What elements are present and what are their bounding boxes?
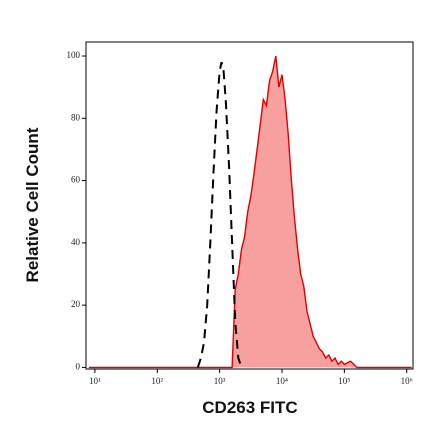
- histogram-area: [88, 56, 412, 368]
- x-tick-label: 10⁴: [276, 376, 288, 386]
- y-axis-title: Relative Cell Count: [23, 127, 42, 282]
- y-tick-label: 100: [67, 50, 81, 60]
- x-tick-label: 10⁵: [338, 376, 350, 386]
- plot-frame: [85, 41, 414, 370]
- y-tick-label: 40: [71, 237, 81, 247]
- x-tick-label: 10¹: [89, 376, 101, 386]
- y-tick-label: 0: [76, 362, 81, 372]
- x-tick-label: 10²: [151, 376, 163, 386]
- y-tick-label: 60: [71, 175, 81, 185]
- histogram-line: [88, 55, 412, 369]
- x-tick-label: 10³: [214, 376, 226, 386]
- y-tick-label: 20: [71, 299, 81, 309]
- x-tick-label: 10⁶: [401, 376, 413, 386]
- y-tick-label: 80: [71, 112, 81, 122]
- x-axis-title: CD263 FITC: [202, 398, 297, 417]
- histogram-line: [196, 61, 243, 368]
